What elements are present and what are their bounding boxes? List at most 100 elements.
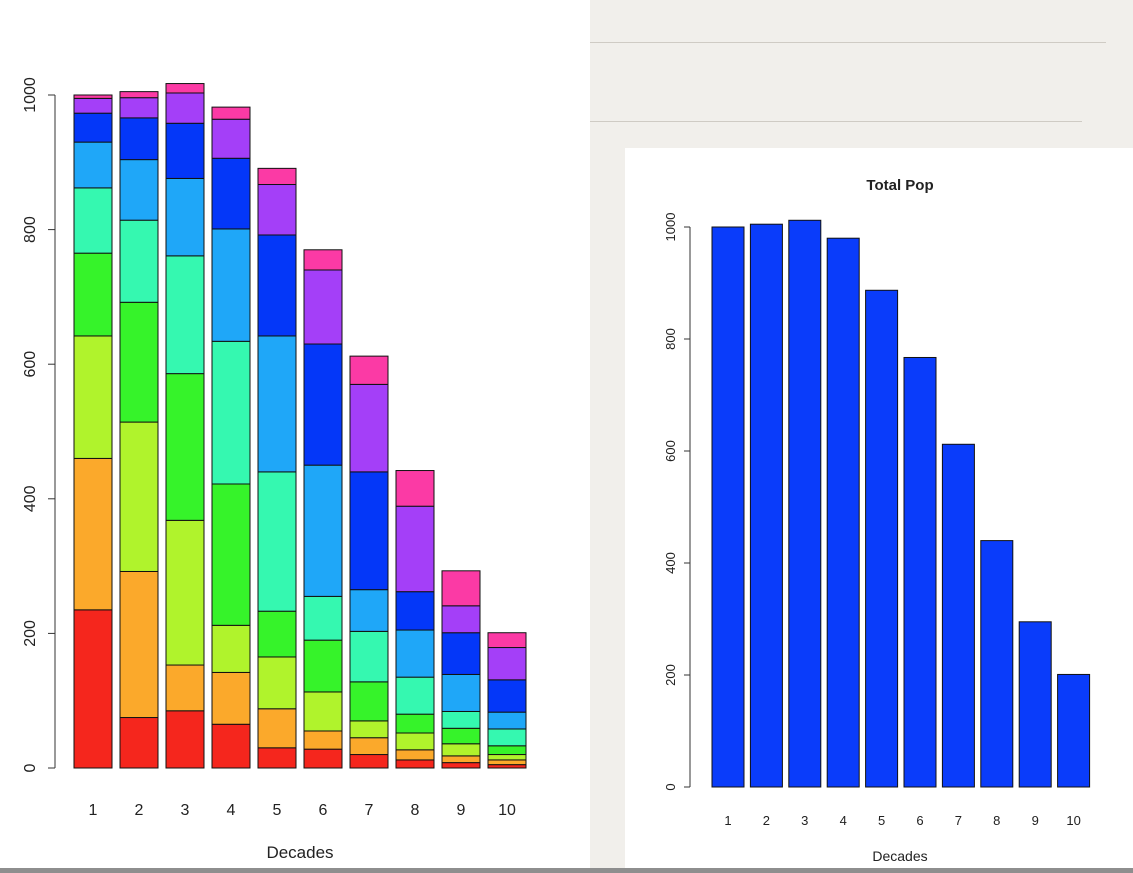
bar-segment	[119, 219, 159, 303]
y-axis: 0 200 400 600 800 1000	[22, 77, 56, 772]
bar-segment	[349, 355, 389, 385]
y-tick-label: 1000	[22, 77, 39, 113]
bar-segment	[303, 249, 343, 271]
bar-segment	[165, 664, 205, 712]
x-tick-label: 1	[89, 802, 98, 819]
bar-segment	[303, 595, 343, 641]
bar	[980, 540, 1014, 788]
bar-segment	[303, 639, 343, 693]
x-tick-label: 3	[801, 813, 808, 828]
bar-segment	[119, 159, 159, 221]
bar-segment	[73, 112, 113, 143]
bar-segment	[257, 708, 297, 749]
bar-segment	[349, 383, 389, 473]
bar-segment	[211, 671, 251, 725]
bar	[941, 443, 975, 788]
bar-segment	[303, 464, 343, 597]
x-tick-label: 6	[916, 813, 923, 828]
x-tick-label: 8	[411, 802, 420, 819]
bar-segment	[257, 184, 297, 236]
bar-segment	[165, 177, 205, 257]
y-tick-label: 400	[663, 552, 678, 574]
x-tick-label: 1	[724, 813, 731, 828]
x-tick-label: 7	[365, 802, 374, 819]
bar-segment	[73, 457, 113, 611]
bar-segment	[303, 691, 343, 732]
bar-segment	[119, 421, 159, 572]
bar-segment	[487, 632, 527, 649]
bar-segment	[487, 679, 527, 713]
x-tick-label: 4	[840, 813, 847, 828]
x-tick-label: 8	[993, 813, 1000, 828]
bar-segment	[165, 122, 205, 179]
bar-segment	[257, 234, 297, 337]
bar-segment	[441, 570, 481, 607]
x-tick-label: 6	[319, 802, 328, 819]
bar-segment	[165, 710, 205, 769]
bar-segment	[303, 343, 343, 466]
bar-segment	[73, 187, 113, 254]
bar-segment	[211, 106, 251, 120]
x-tick-label: 7	[955, 813, 962, 828]
bar-segment	[73, 141, 113, 189]
x-tick-label: 9	[1032, 813, 1039, 828]
x-tick-label: 9	[457, 802, 466, 819]
bar	[1057, 673, 1091, 788]
bar-segment	[257, 335, 297, 473]
bar-segment	[119, 91, 159, 99]
divider-line-bottom	[590, 121, 1082, 122]
stacked-bars-group	[73, 83, 527, 769]
bar-segment	[119, 117, 159, 161]
bar-segment	[349, 471, 389, 591]
x-axis: 1 2 3 4 5 6 7 8 9 10	[724, 813, 1080, 828]
y-tick-label: 0	[22, 763, 39, 772]
x-tick-label: 10	[498, 802, 516, 819]
bar-segment	[165, 519, 205, 666]
bottom-edge-bar	[0, 868, 1133, 873]
y-axis: 0 200 400 600 800 1000	[663, 213, 691, 791]
y-tick-label: 400	[22, 485, 39, 512]
bar-segment	[165, 373, 205, 521]
bar-segment	[211, 723, 251, 769]
x-tick-label: 2	[763, 813, 770, 828]
x-tick-label: 4	[227, 802, 236, 819]
bar-segment	[73, 609, 113, 769]
y-tick-label: 600	[663, 440, 678, 462]
stacked-bar-chart: 0 200 400 600 800 1000 1 2 3 4 5 6 7 8 9 10 Decades	[22, 77, 527, 862]
bar-segment	[119, 301, 159, 423]
chart-title: Total Pop	[866, 177, 933, 194]
bar-segment	[441, 632, 481, 675]
y-tick-label: 200	[22, 620, 39, 647]
y-tick-label: 200	[663, 664, 678, 686]
bar-segment	[211, 118, 251, 159]
bar-segment	[303, 269, 343, 345]
bar	[749, 223, 783, 788]
y-tick-label: 0	[663, 783, 678, 790]
bar-segment	[165, 83, 205, 94]
y-tick-label: 1000	[663, 213, 678, 242]
bar-segment	[349, 589, 389, 632]
y-tick-label: 600	[22, 351, 39, 378]
x-tick-label: 3	[181, 802, 190, 819]
bar-segment	[211, 624, 251, 673]
bar-segment	[395, 676, 435, 715]
y-tick-label: 800	[22, 216, 39, 243]
bar-segment	[165, 92, 205, 124]
bar	[903, 356, 937, 788]
x-axis-title: Decades	[872, 848, 927, 864]
bar-segment	[211, 157, 251, 230]
bars-group	[711, 219, 1091, 788]
bar	[711, 226, 745, 788]
bar-segment	[73, 252, 113, 337]
x-axis: 1 2 3 4 5 6 7 8 9 10	[89, 802, 516, 819]
bar-segment	[257, 167, 297, 186]
bar-segment	[211, 483, 251, 626]
bar-segment	[257, 656, 297, 710]
x-tick-label: 10	[1066, 813, 1080, 828]
bar	[865, 289, 899, 788]
divider-line-top	[590, 42, 1106, 43]
bar-segment	[119, 570, 159, 719]
bar-segment	[211, 340, 251, 485]
bar-segment	[257, 610, 297, 658]
